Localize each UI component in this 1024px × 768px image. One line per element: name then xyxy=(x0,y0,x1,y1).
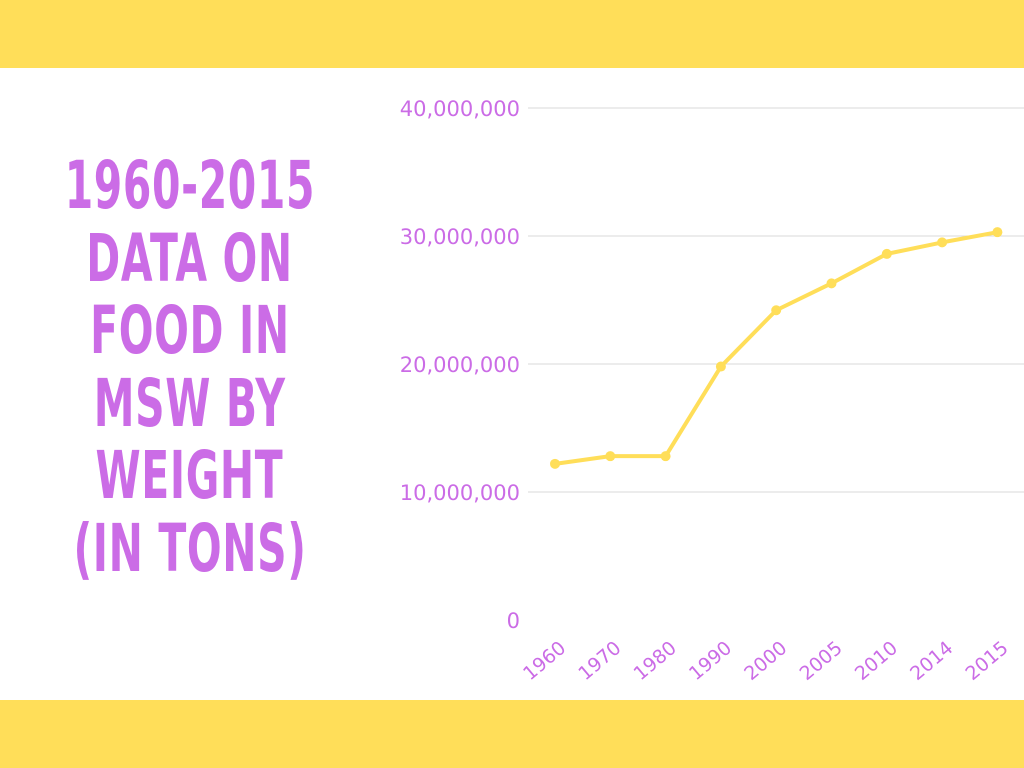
data-point xyxy=(937,237,948,248)
title-line-4: MSW BY xyxy=(93,364,286,442)
title-line-5: WEIGHT xyxy=(95,437,284,514)
title-line-6: (IN TONS) xyxy=(72,509,307,587)
y-tick-label: 10,000,000 xyxy=(400,481,520,505)
x-tick-label: 1970 xyxy=(574,637,625,685)
data-point xyxy=(992,227,1003,238)
x-tick-label: 2010 xyxy=(851,637,902,685)
series-line xyxy=(553,230,1000,466)
title-line-1: 1960-2015 xyxy=(64,147,315,224)
y-tick-label: 20,000,000 xyxy=(400,353,520,377)
y-tick-label: 0 xyxy=(507,609,520,633)
x-tick-label: 1980 xyxy=(630,637,681,685)
top-banner xyxy=(0,0,1024,68)
x-tick-label: 1990 xyxy=(685,637,736,685)
bottom-banner xyxy=(0,700,1024,768)
chart-title: 1960-2015 DATA ON FOOD IN MSW BY WEIGHT … xyxy=(22,147,357,587)
data-point xyxy=(881,248,892,259)
x-tick-label: 2000 xyxy=(740,637,791,685)
data-point xyxy=(715,361,726,372)
y-tick-label: 30,000,000 xyxy=(400,225,520,249)
title-line-3: FOOD IN xyxy=(89,292,290,369)
data-point xyxy=(550,458,560,469)
x-tick-label: 2015 xyxy=(961,637,1012,685)
y-tick-label: 40,000,000 xyxy=(400,97,520,121)
x-tick-label: 1960 xyxy=(519,637,570,685)
data-point xyxy=(660,451,671,462)
x-tick-label: 2014 xyxy=(906,637,957,685)
data-point xyxy=(771,305,782,316)
data-point xyxy=(826,278,837,289)
title-line-2: DATA ON xyxy=(86,219,293,297)
data-point xyxy=(605,451,616,462)
x-tick-label: 2005 xyxy=(796,637,847,685)
